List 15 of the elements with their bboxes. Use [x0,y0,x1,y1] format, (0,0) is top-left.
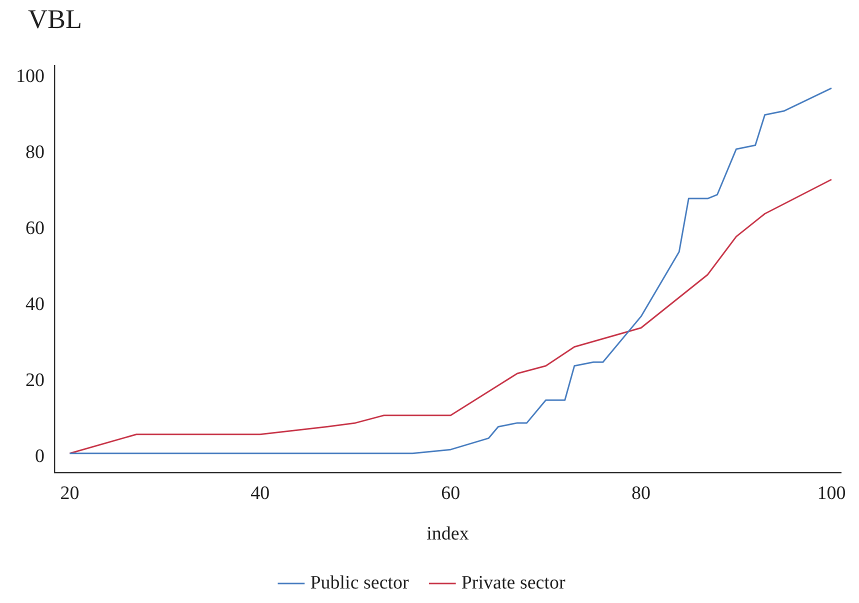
y-tick-label: 0 [35,446,44,468]
x-tick-label: 60 [441,482,460,504]
x-tick-label: 100 [817,482,846,504]
legend-label: Public sector [310,572,410,594]
chart-title: VBL [28,4,82,35]
y-tick-label: 40 [26,294,44,316]
y-tick-label: 80 [26,142,44,163]
x-tick-label: 80 [632,482,651,504]
y-tick-label: 20 [26,370,44,392]
x-tick-label: 20 [60,482,80,504]
x-tick-label: 40 [250,482,270,504]
y-tick-label: 100 [16,66,44,87]
x-axis-title: index [426,524,470,545]
y-tick-label: 60 [26,218,44,239]
legend-label: Private sector [461,572,566,594]
